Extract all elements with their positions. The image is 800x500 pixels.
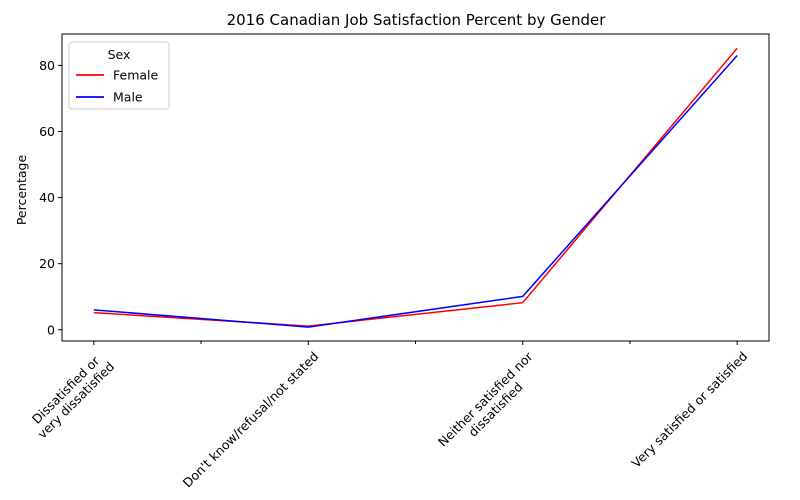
- legend-label-female: Female: [113, 68, 159, 83]
- series-line-female: [93, 47, 738, 327]
- y-tick-label: 60: [39, 124, 55, 139]
- legend-label-male: Male: [113, 90, 143, 105]
- x-axis: Dissatisfied orvery dissatisfied Don't kn…: [24, 341, 750, 491]
- legend: Sex Female Male: [68, 41, 170, 110]
- y-tick-label: 20: [39, 256, 55, 271]
- y-tick-label: 80: [39, 58, 55, 73]
- legend-frame: [68, 41, 170, 110]
- legend-title: Sex: [108, 47, 131, 62]
- y-tick-label: 0: [47, 322, 55, 337]
- y-axis-label: Percentage: [14, 155, 29, 226]
- y-tick-label: 40: [39, 190, 55, 205]
- chart-title: 2016 Canadian Job Satisfaction Percent b…: [227, 11, 607, 29]
- series-line-male: [93, 55, 738, 328]
- x-tick-label: Dissatisfied orvery dissatisfied: [24, 349, 117, 442]
- x-tick-label: Neither satisfied nordissatisfied: [435, 348, 546, 459]
- x-tick-label: Very satisfied or satisfied: [628, 349, 750, 471]
- x-tick-label: Don't know/refusal/not stated: [180, 349, 322, 491]
- y-axis: 0 20 40 60 80: [39, 58, 62, 337]
